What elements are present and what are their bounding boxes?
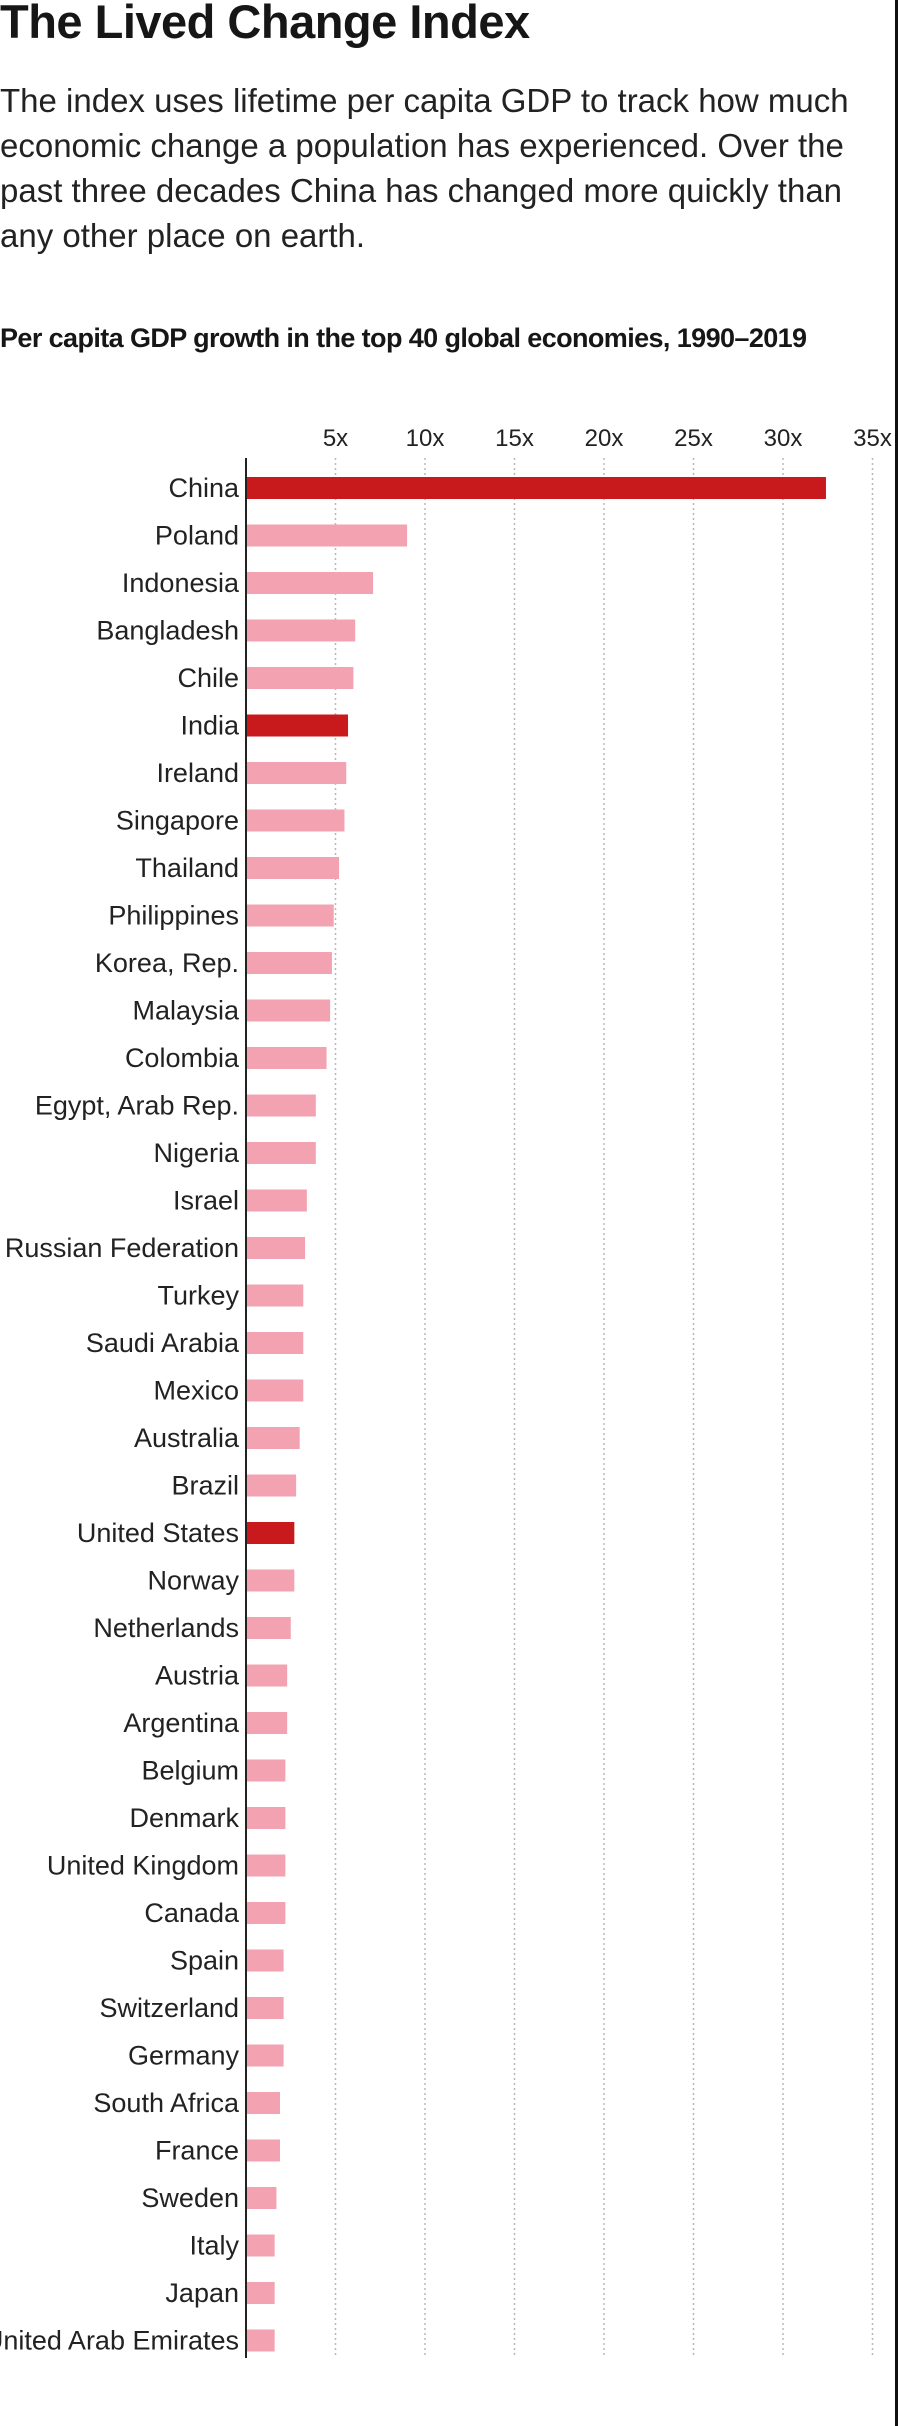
x-tick-label: 15x — [495, 425, 534, 452]
category-label: Chile — [177, 663, 239, 693]
category-label: Germany — [128, 2041, 240, 2071]
bar — [246, 1522, 295, 1544]
category-label: Australia — [134, 1423, 240, 1453]
bar — [246, 1949, 284, 1972]
category-label: Denmark — [129, 1803, 239, 1833]
bar — [246, 1902, 286, 1924]
x-tick-label: 10x — [406, 425, 445, 452]
bar — [246, 1047, 327, 1069]
bar — [246, 2282, 275, 2304]
category-label: Philippines — [108, 901, 239, 931]
bar — [246, 809, 345, 832]
category-label: Indonesia — [122, 568, 240, 598]
category-label: Bangladesh — [96, 616, 239, 646]
bar — [246, 2187, 277, 2209]
bar — [246, 1094, 316, 1117]
bar — [246, 714, 349, 737]
bar — [246, 952, 332, 974]
category-label: South Africa — [93, 2088, 240, 2118]
bar — [246, 1569, 295, 1592]
category-label: Turkey — [157, 1281, 239, 1311]
bar — [246, 524, 408, 547]
bar — [246, 1427, 300, 1449]
category-labels: China Poland Indonesia Bangladesh Chile India… — [0, 473, 240, 2356]
x-tick-label: 5x — [323, 425, 348, 452]
bar — [246, 1664, 288, 1687]
bar — [246, 1237, 306, 1259]
bar — [246, 904, 334, 927]
category-label: Sweden — [141, 2183, 239, 2213]
category-label: Mexico — [153, 1376, 239, 1406]
bar — [246, 1807, 286, 1829]
bar — [246, 1379, 304, 1402]
bar — [246, 762, 347, 784]
category-label: Switzerland — [99, 1993, 239, 2023]
x-tick-label: 35x — [853, 425, 892, 452]
category-label: Austria — [155, 1661, 240, 1691]
category-label: India — [180, 711, 240, 741]
bar — [246, 2044, 284, 2067]
category-label: Brazil — [171, 1471, 239, 1501]
category-label: United Arab Emirates — [0, 2326, 239, 2356]
x-axis-ticks: 5x 10x 15x 20x 25x 30x 35x — [323, 425, 892, 452]
category-label: Saudi Arabia — [86, 1328, 240, 1358]
page-title: The Lived Change Index — [0, 0, 530, 48]
x-tick-label: 20x — [585, 425, 624, 452]
bar — [246, 477, 826, 499]
category-label: Russian Federation — [5, 1233, 239, 1263]
category-label: China — [168, 473, 240, 503]
category-label: Japan — [165, 2278, 239, 2308]
bar — [246, 1332, 304, 1354]
bar — [246, 1712, 288, 1734]
category-label: Malaysia — [132, 996, 240, 1026]
category-label: Italy — [189, 2231, 239, 2261]
bar — [246, 619, 356, 642]
gridlines — [334, 458, 874, 2358]
bar — [246, 1997, 284, 2019]
bar — [246, 999, 331, 1022]
category-label: Ireland — [156, 758, 239, 788]
bar — [246, 1759, 286, 1782]
category-label: Argentina — [123, 1708, 240, 1738]
category-label: Korea, Rep. — [95, 948, 239, 978]
bar — [246, 1617, 291, 1639]
bar — [246, 2139, 281, 2162]
category-label: United States — [77, 1518, 239, 1548]
category-label: Nigeria — [153, 1138, 240, 1168]
bars — [246, 477, 826, 2352]
bar — [246, 667, 354, 689]
right-edge-rule — [895, 0, 898, 2426]
intro-paragraph: The index uses lifetime per capita GDP t… — [0, 82, 849, 254]
category-label: Poland — [155, 521, 239, 551]
x-tick-label: 30x — [764, 425, 803, 452]
bar — [246, 2092, 281, 2114]
bar — [246, 1474, 297, 1497]
category-label: France — [155, 2136, 239, 2166]
x-tick-label: 25x — [674, 425, 713, 452]
bar — [246, 1189, 307, 1212]
category-label: Egypt, Arab Rep. — [35, 1091, 239, 1121]
category-label: Israel — [173, 1186, 239, 1216]
category-label: Thailand — [135, 853, 239, 883]
bar — [246, 2329, 275, 2352]
bar — [246, 1854, 286, 1877]
bar — [246, 1284, 304, 1307]
category-label: Colombia — [125, 1043, 240, 1073]
bar — [246, 1142, 316, 1164]
category-label: United Kingdom — [47, 1851, 239, 1881]
bar — [246, 857, 340, 879]
bar — [246, 572, 374, 594]
category-label: Singapore — [116, 806, 239, 836]
bar — [246, 2234, 275, 2257]
category-label: Netherlands — [93, 1613, 239, 1643]
category-label: Norway — [147, 1566, 239, 1596]
chart-title: Per capita GDP growth in the top 40 glob… — [0, 323, 807, 353]
category-label: Canada — [144, 1898, 240, 1928]
category-label: Belgium — [141, 1756, 239, 1786]
category-label: Spain — [170, 1946, 239, 1976]
